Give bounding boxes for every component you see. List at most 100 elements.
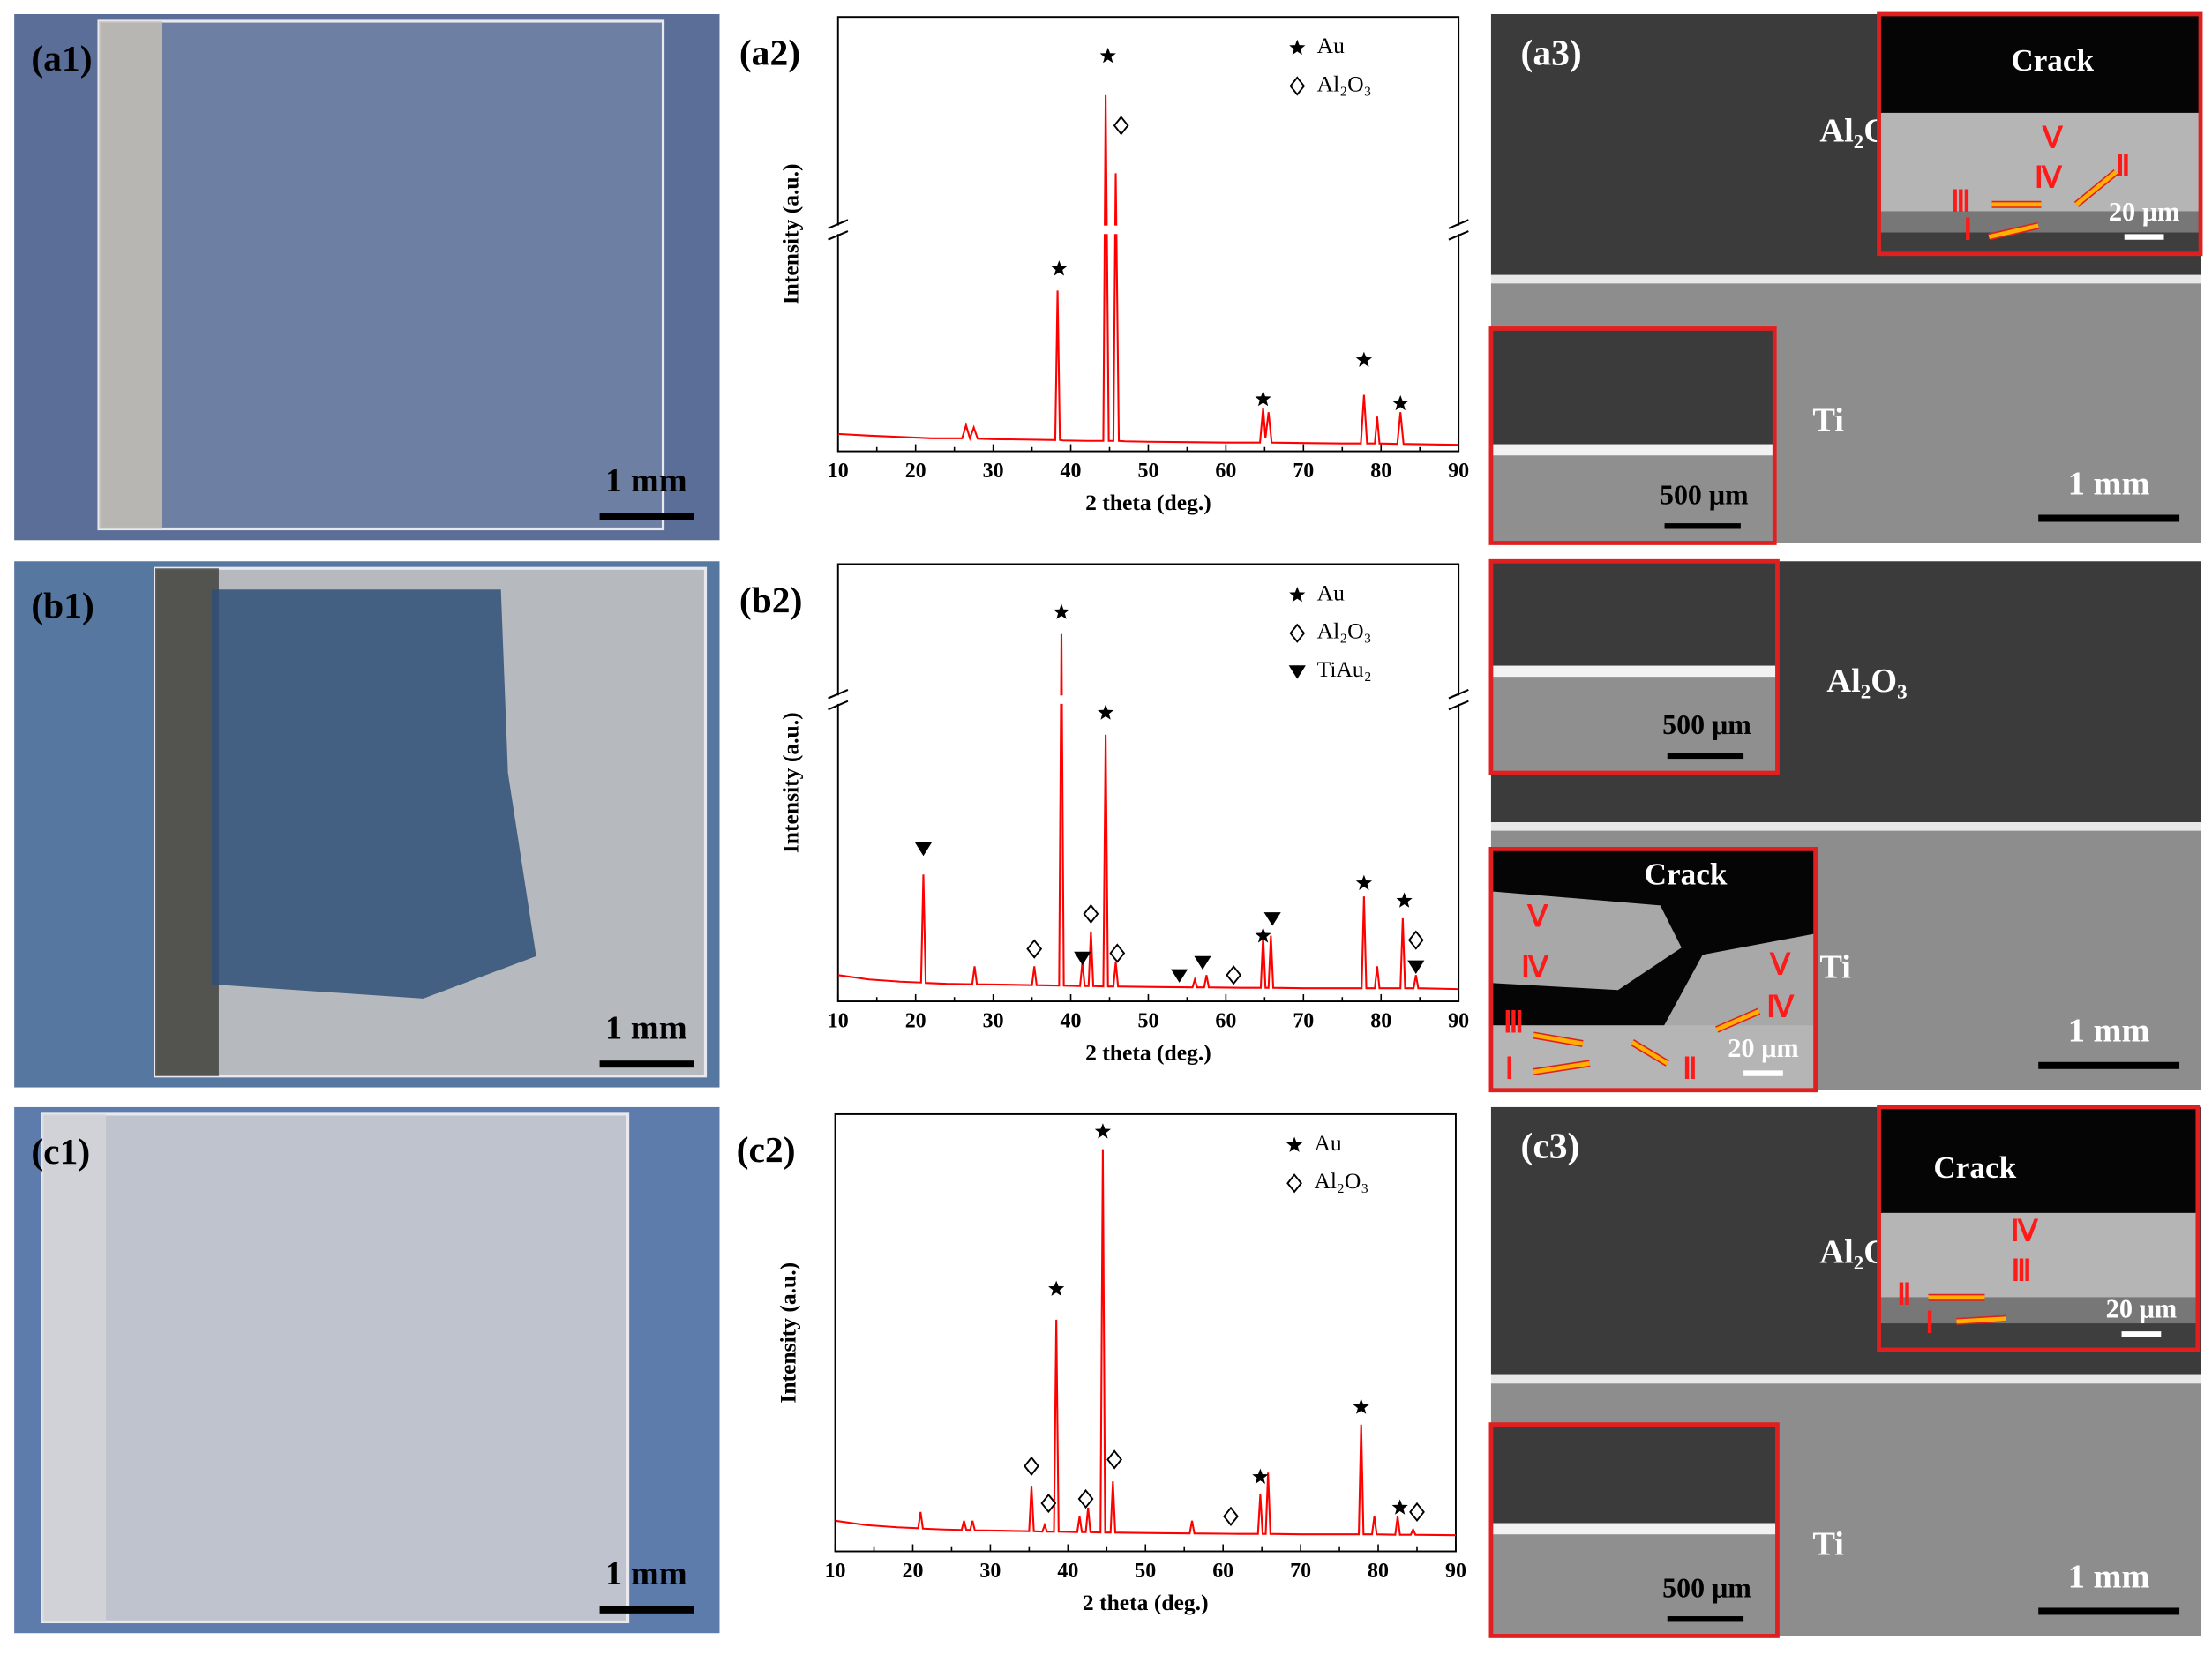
x-tick-label: 10 [825, 1560, 846, 1583]
panel-label: (b1) [31, 585, 94, 626]
scale-bar-label: 1 mm [2068, 1013, 2150, 1050]
x-tick-label: 70 [1293, 1010, 1314, 1033]
axis-break-mark [1448, 219, 1469, 229]
peak-marker [1106, 1449, 1122, 1470]
x-tick-label: 80 [1368, 1560, 1389, 1583]
panel-label: (a1) [31, 38, 92, 79]
x-tick-label: 90 [1448, 460, 1469, 483]
x-tick-label: 20 [905, 1010, 926, 1033]
x-axis-title: 2 theta (deg.) [1085, 490, 1211, 515]
crack-title: Crack [1645, 857, 1728, 891]
x-tick-label: 50 [1137, 1010, 1158, 1033]
peak-marker [1392, 394, 1409, 411]
chart-label: (c2) [737, 1129, 796, 1171]
panel-label: (a3) [1521, 32, 1582, 73]
peak-marker [1024, 1456, 1039, 1476]
crack-layer [1878, 1212, 2198, 1298]
legend-symbol [1289, 76, 1306, 96]
inset-ceramic [1490, 328, 1775, 445]
y-axis-title: Intensity (a.u.) [775, 1262, 800, 1404]
photo-sample [41, 1112, 630, 1624]
legend-label: Al₂O₃ [1317, 71, 1372, 96]
inset-scale-label: 20 μm [1728, 1033, 1798, 1063]
sem-interface [1490, 274, 2201, 284]
xrd-line [837, 633, 1459, 991]
axis-break-mark [828, 230, 849, 241]
arrow [1631, 1040, 1668, 1066]
peak-marker [1409, 1502, 1425, 1523]
y-axis-title: Intensity (a.u.) [777, 163, 803, 304]
crack-layer [1878, 112, 2201, 212]
layer-label: Ⅴ [2042, 123, 2064, 155]
sem-interface [1490, 822, 2201, 831]
inset-interface [1490, 444, 1775, 456]
layer-label: Ⅰ [1963, 213, 1972, 246]
peak-marker [1077, 1488, 1094, 1509]
x-axis-title: 2 theta (deg.) [1085, 1040, 1211, 1066]
peak-marker [1396, 892, 1413, 908]
peak-marker [1252, 1468, 1269, 1485]
x-tick-label: 70 [1290, 1560, 1311, 1583]
axis-break-mark [1448, 700, 1469, 711]
x-tick-label: 40 [1061, 1010, 1082, 1033]
peak-marker [914, 842, 933, 857]
material-label: Al₂O₃ [1826, 663, 1907, 700]
peak-marker [1407, 930, 1424, 950]
scale-bar-label: 1 mm [605, 1555, 687, 1592]
scale-bar-label: 1 mm [605, 1009, 687, 1046]
crack-title: Crack [1933, 1150, 2016, 1185]
legend-symbol [1289, 587, 1306, 603]
peak-marker [1353, 1398, 1369, 1414]
peak-marker [1194, 955, 1211, 970]
photo-sample [97, 19, 665, 531]
arrow [1988, 223, 2039, 239]
legend-symbol [1289, 623, 1306, 643]
arrow [2074, 170, 2118, 206]
x-tick-label: 10 [828, 1010, 849, 1033]
axis-break-mark [828, 688, 849, 700]
axis-break-mark [828, 219, 849, 229]
inset-frame [1877, 11, 2203, 257]
scale-bar-label: 1 mm [605, 462, 687, 499]
peak-marker [1109, 943, 1126, 963]
legend-label: TiAu₂ [1317, 656, 1372, 682]
axis-break-gap [829, 225, 1467, 235]
axis-break-mark [828, 700, 849, 711]
legend-label: Al₂O₃ [1314, 1168, 1368, 1194]
crack-title: Crack [2011, 43, 2094, 78]
x-tick-label: 30 [979, 1560, 1001, 1583]
scale-bar [2038, 1607, 2180, 1615]
peak-marker [1263, 912, 1281, 926]
peak-marker [1083, 903, 1099, 925]
peak-marker [1255, 927, 1271, 943]
peak-marker [1407, 960, 1425, 975]
peak-marker [1048, 1280, 1065, 1296]
inset-frame [1488, 1422, 1780, 1638]
arrow [1956, 1316, 2006, 1324]
y-axis-title: Intensity (a.u.) [777, 712, 803, 853]
scale-bar [2038, 1061, 2180, 1069]
x-tick-label: 60 [1215, 1010, 1236, 1033]
photo-edge [99, 20, 163, 529]
legend-symbol [1286, 1136, 1303, 1152]
layer-label: Ⅱ [2116, 151, 2131, 183]
photo-edge [42, 1113, 107, 1622]
peak-marker [1099, 47, 1116, 64]
peak-marker [1097, 704, 1114, 720]
inset-scale-bar [1743, 1070, 1783, 1076]
panel-label: (c1) [31, 1131, 90, 1172]
crack-layer [1878, 211, 2201, 233]
layer-label: Ⅳ [2035, 161, 2063, 194]
inset-scale-label: 500 μm [1662, 1573, 1751, 1604]
layer-label: Ⅳ [1521, 952, 1549, 985]
layer-label: Ⅴ [1526, 901, 1548, 933]
inset-scale-bar [1667, 1616, 1744, 1622]
x-tick-label: 90 [1448, 1010, 1469, 1033]
scale-bar-label: 1 mm [2068, 1558, 2150, 1595]
x-tick-label: 80 [1370, 1010, 1391, 1033]
x-tick-label: 30 [983, 1010, 1004, 1033]
inset-scale-bar [1667, 753, 1744, 760]
layer-label: Ⅰ [1925, 1307, 1934, 1339]
